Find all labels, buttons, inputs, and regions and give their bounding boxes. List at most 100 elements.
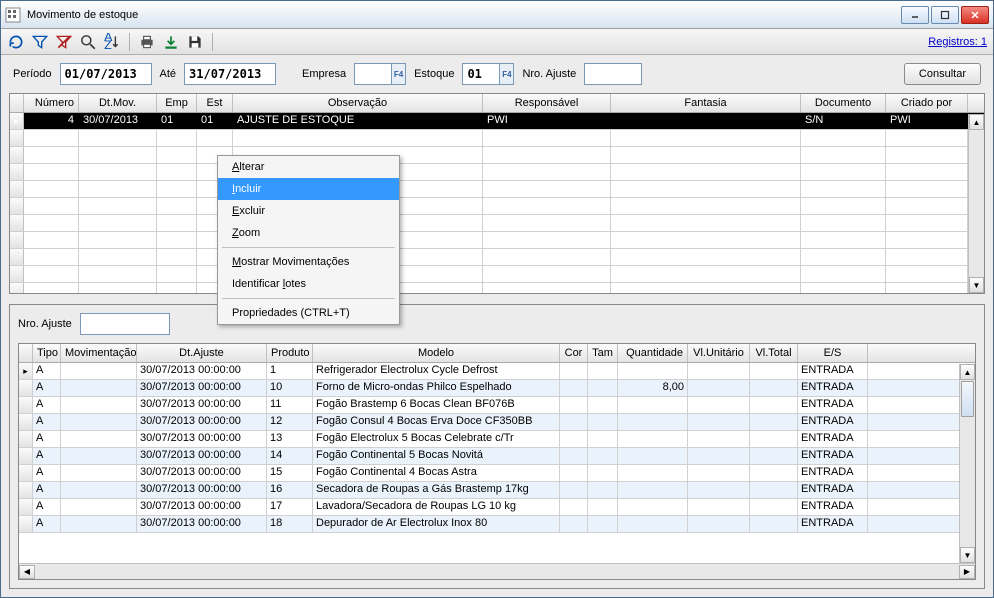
toolbar-separator <box>129 33 130 51</box>
detail-panel: Nro. Ajuste Tipo Movimentação Dt.Ajuste … <box>9 304 985 589</box>
menu-divider <box>222 247 395 248</box>
table-row[interactable]: A30/07/2013 00:00:0012Fogão Consul 4 Boc… <box>19 414 975 431</box>
estoque-lookup-button[interactable]: F4 <box>500 63 514 85</box>
col-emp[interactable]: Emp <box>157 94 197 112</box>
menu-alterar[interactable]: Alterar <box>218 156 399 178</box>
col-cor[interactable]: Cor <box>560 344 588 362</box>
menu-mostrar[interactable]: Mostrar Movimentações <box>218 251 399 273</box>
window-root: Movimento de estoque AZ Registros: 1 Per… <box>0 0 994 598</box>
menu-incluir[interactable]: Incluir <box>218 178 399 200</box>
detail-grid: Tipo Movimentação Dt.Ajuste Produto Mode… <box>18 343 976 580</box>
table-row[interactable]: A30/07/2013 00:00:0016Secadora de Roupas… <box>19 482 975 499</box>
col-mov[interactable]: Movimentação <box>61 344 137 362</box>
col-criado[interactable]: Criado por <box>886 94 968 112</box>
periodo-ate-input[interactable] <box>184 63 276 85</box>
table-row[interactable] <box>10 198 984 215</box>
scroll-left-icon[interactable]: ◀ <box>19 565 35 579</box>
window-buttons <box>901 6 989 24</box>
filter-icon[interactable] <box>31 33 49 51</box>
menu-propriedades[interactable]: Propriedades (CTRL+T) <box>218 302 399 324</box>
table-row[interactable]: A30/07/2013 00:00:0015Fogão Continental … <box>19 465 975 482</box>
row-marker-icon <box>10 113 24 129</box>
titlebar: Movimento de estoque <box>1 1 993 29</box>
scroll-right-icon[interactable]: ▶ <box>959 565 975 579</box>
table-row[interactable] <box>10 249 984 266</box>
table-row[interactable]: A30/07/2013 00:00:0018Depurador de Ar El… <box>19 516 975 533</box>
table-row[interactable]: A30/07/2013 00:00:0011Fogão Brastemp 6 B… <box>19 397 975 414</box>
col-resp[interactable]: Responsável <box>483 94 611 112</box>
consultar-button[interactable]: Consultar <box>904 63 981 85</box>
col-fant[interactable]: Fantasia <box>611 94 801 112</box>
registros-link[interactable]: Registros: 1 <box>928 36 987 48</box>
svg-text:Z: Z <box>104 37 112 50</box>
detail-grid-header: Tipo Movimentação Dt.Ajuste Produto Mode… <box>19 344 975 363</box>
maximize-button[interactable] <box>931 6 959 24</box>
table-row[interactable] <box>10 232 984 249</box>
col-prod[interactable]: Produto <box>267 344 313 362</box>
table-row[interactable] <box>10 181 984 198</box>
scroll-down-icon[interactable]: ▼ <box>969 277 984 293</box>
empresa-input[interactable] <box>354 63 392 85</box>
search-icon[interactable] <box>79 33 97 51</box>
menu-excluir[interactable]: Excluir <box>218 200 399 222</box>
table-row[interactable]: A30/07/2013 00:00:0010Forno de Micro-ond… <box>19 380 975 397</box>
table-row[interactable] <box>10 266 984 283</box>
context-menu: Alterar Incluir Excluir Zoom Mostrar Mov… <box>217 155 400 325</box>
col-tam[interactable]: Tam <box>588 344 618 362</box>
nro-ajuste-input[interactable] <box>584 63 642 85</box>
window-title: Movimento de estoque <box>27 9 901 21</box>
grid-vscroll[interactable]: ▲ ▼ <box>968 114 984 293</box>
table-row[interactable]: A30/07/2013 00:00:0013Fogão Electrolux 5… <box>19 431 975 448</box>
col-vu[interactable]: Vl.Unitário <box>688 344 750 362</box>
detail-hscroll[interactable]: ◀ ▶ <box>19 563 975 579</box>
grid-body: 4 30/07/2013 01 01 AJUSTE DE ESTOQUE PWI… <box>10 113 984 293</box>
col-es[interactable]: E/S <box>798 344 868 362</box>
detail-nro-label: Nro. Ajuste <box>18 318 72 330</box>
main-grid: Número Dt.Mov. Emp Est Observação Respon… <box>9 93 985 294</box>
table-row[interactable]: A30/07/2013 00:00:0017Lavadora/Secadora … <box>19 499 975 516</box>
menu-zoom[interactable]: Zoom <box>218 222 399 244</box>
col-numero[interactable]: Número <box>24 94 79 112</box>
col-obs[interactable]: Observação <box>233 94 483 112</box>
col-dtaj[interactable]: Dt.Ajuste <box>137 344 267 362</box>
col-qtd[interactable]: Quantidade <box>618 344 688 362</box>
close-button[interactable] <box>961 6 989 24</box>
scroll-thumb[interactable] <box>961 381 974 417</box>
table-row[interactable] <box>10 215 984 232</box>
periodo-label: Período <box>13 68 52 80</box>
table-row[interactable]: A30/07/2013 00:00:0014Fogão Continental … <box>19 448 975 465</box>
scroll-down-icon[interactable]: ▼ <box>960 547 975 563</box>
col-est[interactable]: Est <box>197 94 233 112</box>
table-row[interactable]: 4 30/07/2013 01 01 AJUSTE DE ESTOQUE PWI… <box>10 113 984 130</box>
estoque-input[interactable] <box>462 63 500 85</box>
empresa-lookup-button[interactable]: F4 <box>392 63 406 85</box>
table-row[interactable] <box>10 130 984 147</box>
col-vt[interactable]: Vl.Total <box>750 344 798 362</box>
periodo-de-input[interactable] <box>60 63 152 85</box>
col-doc[interactable]: Documento <box>801 94 886 112</box>
save-icon[interactable] <box>186 33 204 51</box>
toolbar: AZ Registros: 1 <box>1 29 993 55</box>
table-row[interactable] <box>10 283 984 293</box>
col-tipo[interactable]: Tipo <box>33 344 61 362</box>
print-icon[interactable] <box>138 33 156 51</box>
col-dtmov[interactable]: Dt.Mov. <box>79 94 157 112</box>
filter-remove-icon[interactable] <box>55 33 73 51</box>
ate-label: Até <box>160 68 177 80</box>
table-row[interactable] <box>10 147 984 164</box>
toolbar-separator <box>212 33 213 51</box>
app-icon <box>5 7 21 23</box>
table-row[interactable]: A30/07/2013 00:00:001Refrigerador Electr… <box>19 363 975 380</box>
table-row[interactable] <box>10 164 984 181</box>
nro-ajuste-label: Nro. Ajuste <box>522 68 576 80</box>
detail-vscroll[interactable]: ▲ ▼ <box>959 364 975 563</box>
refresh-icon[interactable] <box>7 33 25 51</box>
menu-identificar[interactable]: Identificar lotes <box>218 273 399 295</box>
export-icon[interactable] <box>162 33 180 51</box>
detail-nro-input[interactable] <box>80 313 170 335</box>
scroll-up-icon[interactable]: ▲ <box>969 114 984 130</box>
minimize-button[interactable] <box>901 6 929 24</box>
scroll-up-icon[interactable]: ▲ <box>960 364 975 380</box>
col-mod[interactable]: Modelo <box>313 344 560 362</box>
sort-icon[interactable]: AZ <box>103 33 121 51</box>
